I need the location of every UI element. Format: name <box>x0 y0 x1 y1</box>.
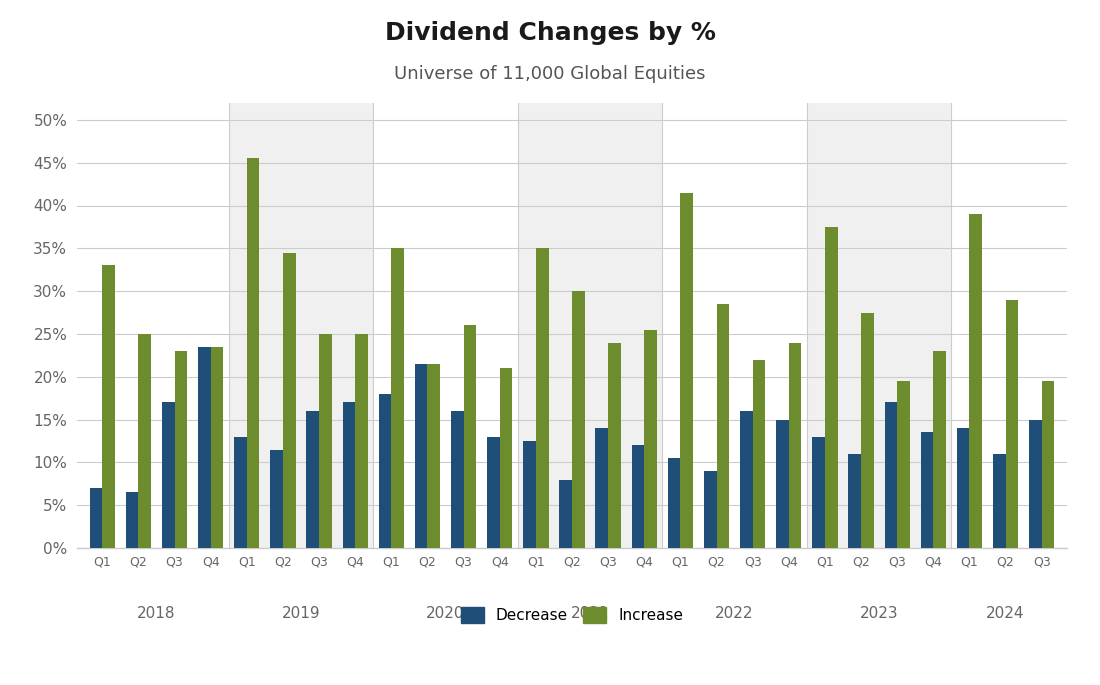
Bar <box>807 103 952 548</box>
Bar <box>283 253 296 548</box>
Bar <box>378 394 392 548</box>
Bar <box>229 103 373 548</box>
Bar <box>499 368 513 548</box>
Bar <box>536 248 549 548</box>
Bar <box>342 402 355 548</box>
Bar <box>560 479 572 548</box>
Bar <box>704 471 716 548</box>
Bar <box>487 437 499 548</box>
Bar <box>993 453 1005 548</box>
Text: 2021: 2021 <box>571 606 609 621</box>
Bar <box>1042 381 1055 548</box>
Bar <box>89 488 102 548</box>
Bar <box>957 428 969 548</box>
Bar <box>1005 300 1019 548</box>
Bar <box>812 437 825 548</box>
Bar <box>463 325 476 548</box>
Bar <box>102 265 114 548</box>
Bar <box>645 329 657 548</box>
Bar <box>933 351 946 548</box>
Bar <box>631 445 645 548</box>
Bar <box>518 103 662 548</box>
Bar <box>608 342 620 548</box>
Text: 2024: 2024 <box>987 606 1025 621</box>
Bar <box>777 419 789 548</box>
Bar <box>211 347 223 548</box>
Bar <box>355 334 367 548</box>
Bar <box>428 364 440 548</box>
Text: 2022: 2022 <box>715 606 754 621</box>
Text: 2019: 2019 <box>282 606 320 621</box>
Text: 2018: 2018 <box>138 606 176 621</box>
Bar <box>1030 419 1042 548</box>
Bar <box>861 312 873 548</box>
Bar <box>234 437 246 548</box>
Bar <box>668 458 681 548</box>
Bar <box>921 432 933 548</box>
Legend: Decrease, Increase: Decrease, Increase <box>454 601 690 630</box>
Bar <box>572 291 584 548</box>
Bar <box>752 360 766 548</box>
Bar <box>848 453 861 548</box>
Bar <box>716 304 729 548</box>
Bar <box>392 248 404 548</box>
Text: 2020: 2020 <box>427 606 465 621</box>
Bar <box>307 411 319 548</box>
Bar <box>175 351 187 548</box>
Bar <box>198 347 211 548</box>
Bar <box>271 449 283 548</box>
Bar <box>884 402 898 548</box>
Bar <box>681 192 693 548</box>
Bar <box>789 342 802 548</box>
Bar <box>898 381 910 548</box>
Bar <box>246 158 260 548</box>
Bar <box>524 441 536 548</box>
Bar <box>125 493 139 548</box>
Bar <box>162 402 175 548</box>
Text: 2023: 2023 <box>860 606 899 621</box>
Bar <box>740 411 752 548</box>
Text: Dividend Changes by %: Dividend Changes by % <box>385 21 715 45</box>
Text: Universe of 11,000 Global Equities: Universe of 11,000 Global Equities <box>394 65 706 83</box>
Bar <box>969 214 982 548</box>
Bar <box>825 227 837 548</box>
Bar <box>451 411 463 548</box>
Bar <box>595 428 608 548</box>
Bar <box>319 334 332 548</box>
Bar <box>415 364 428 548</box>
Bar <box>139 334 151 548</box>
